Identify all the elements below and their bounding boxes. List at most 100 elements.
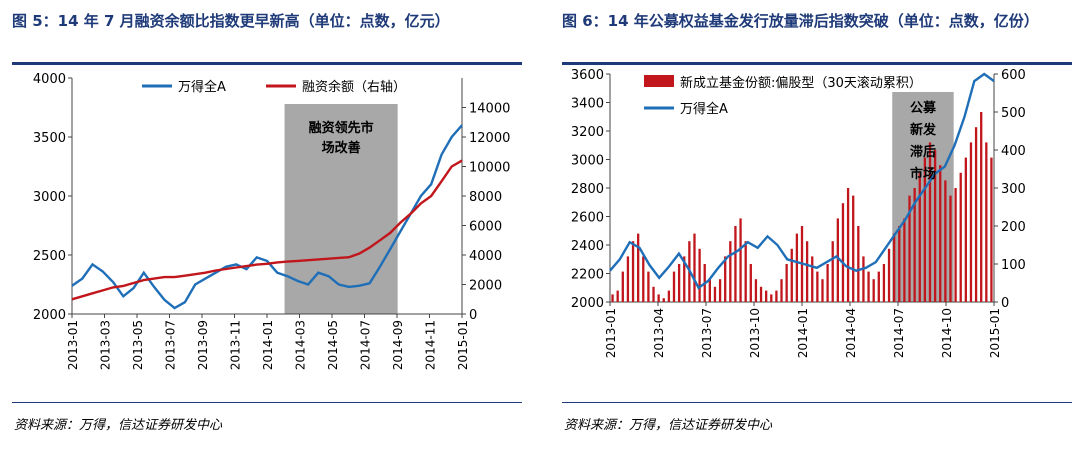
series-line xyxy=(71,124,463,310)
x-tick-label: 2013-07 xyxy=(164,320,178,370)
bar xyxy=(780,279,783,302)
bar xyxy=(862,256,865,302)
bar xyxy=(877,271,880,302)
y-tick-label-right: 12000 xyxy=(469,131,510,146)
x-tick-label: 2014-09 xyxy=(391,320,405,370)
x-tick-label: 2013-11 xyxy=(229,320,243,370)
bar xyxy=(775,290,778,302)
bar xyxy=(729,241,732,302)
y-tick-label-right: 6000 xyxy=(469,220,502,235)
bar xyxy=(908,195,911,302)
y-tick-label-right: 0 xyxy=(1001,296,1009,311)
y-tick-label-right: 100 xyxy=(1001,258,1026,273)
bar xyxy=(652,286,655,302)
bar xyxy=(826,264,829,302)
bar xyxy=(841,203,845,302)
x-tick-label: 2014-05 xyxy=(326,320,340,370)
annotation-label: 公募 xyxy=(910,100,937,116)
bar xyxy=(683,256,686,302)
bar xyxy=(749,264,752,302)
bar xyxy=(974,127,978,302)
x-tick-label: 2013-09 xyxy=(196,320,210,370)
y-tick-label-left: 3600 xyxy=(571,68,604,83)
y-tick-label-left: 2400 xyxy=(571,239,604,254)
bar xyxy=(616,290,619,302)
bar xyxy=(893,233,896,302)
annotation-label: 融资领先市 xyxy=(309,120,374,136)
bar xyxy=(637,233,640,302)
title-rule xyxy=(562,62,1072,65)
bar xyxy=(933,150,937,302)
annotation-region xyxy=(284,104,398,314)
title-rule xyxy=(12,62,522,65)
x-tick-label: 2014-04 xyxy=(844,308,858,358)
y-tick-label-left: 3500 xyxy=(33,131,66,146)
x-tick-label: 2013-04 xyxy=(652,308,666,358)
chart-panel-2: 图 6：14 年公募权益基金发行放量滞后指数突破（单位：点数，亿份） 2000 2… xyxy=(552,0,1080,442)
bar xyxy=(836,218,839,302)
bottom-rule xyxy=(562,402,1072,403)
y-tick-label-right: 300 xyxy=(1001,182,1026,197)
y-tick-label-right: 4000 xyxy=(469,249,502,264)
legend-label: 万得全A xyxy=(178,79,226,95)
x-tick-label: 2015-01 xyxy=(456,320,470,370)
bar xyxy=(918,172,921,302)
legend-label: 万得全A xyxy=(680,101,728,117)
y-tick-label-left: 2000 xyxy=(33,308,66,323)
bar xyxy=(770,294,773,302)
x-tick-label: 2013-01 xyxy=(604,308,618,358)
bar xyxy=(754,279,758,302)
x-tick-label: 2013-05 xyxy=(131,320,145,370)
bar xyxy=(954,188,957,302)
x-tick-label: 2015-01 xyxy=(988,308,1002,358)
bar xyxy=(621,271,624,302)
chart-title: 图 5：14 年 7 月融资余额比指数更早新高（单位：点数，亿元） xyxy=(12,12,450,30)
bar xyxy=(677,264,681,302)
bar xyxy=(795,233,799,302)
bar xyxy=(667,290,671,302)
bar xyxy=(903,218,906,302)
bar xyxy=(928,142,932,302)
bar xyxy=(672,271,676,302)
y-tick-label-left: 3400 xyxy=(571,97,604,112)
bottom-rule xyxy=(12,402,522,403)
annotation-region xyxy=(892,92,954,302)
bar xyxy=(969,142,973,302)
bar xyxy=(642,256,645,302)
y-tick-label-left: 2200 xyxy=(571,268,604,283)
bar xyxy=(713,286,717,302)
bar xyxy=(898,226,901,302)
bar xyxy=(718,279,722,302)
chart-title: 图 6：14 年公募权益基金发行放量滞后指数突破（单位：点数，亿份） xyxy=(562,12,1039,30)
y-tick-label-right: 10000 xyxy=(469,161,510,176)
x-tick-label: 2014-11 xyxy=(424,320,438,370)
legend-label: 新成立基金份额:偏股型（30天滚动累积） xyxy=(680,75,922,91)
x-tick-label: 2013-03 xyxy=(99,320,113,370)
bar xyxy=(990,157,993,302)
source-note: 资料来源：万得，信达证券研发中心 xyxy=(14,418,223,433)
y-tick-label-right: 600 xyxy=(1001,68,1026,83)
bar xyxy=(913,188,916,302)
bar xyxy=(631,241,635,302)
legend-label: 融资余额（右轴） xyxy=(302,79,406,95)
bar xyxy=(662,298,665,302)
x-tick-label: 2014-03 xyxy=(294,320,308,370)
chart-1: 2000 2500 3000 3500 4000 0 2000 4000 6000 8000 100… xyxy=(33,72,510,370)
bar xyxy=(831,241,834,302)
bar xyxy=(626,256,630,302)
chart-panel-1: 图 5：14 年 7 月融资余额比指数更早新高（单位：点数，亿元） 2000 25… xyxy=(2,0,532,442)
bar xyxy=(693,233,696,302)
bar xyxy=(985,142,988,302)
x-tick-label: 2013-10 xyxy=(748,308,762,358)
series-line xyxy=(609,72,995,290)
x-tick-label: 2014-01 xyxy=(796,308,810,358)
bar xyxy=(964,157,967,302)
annotation-label: 滞后 xyxy=(910,144,936,160)
bar xyxy=(657,294,660,302)
y-tick-label-right: 400 xyxy=(1001,144,1026,159)
bar xyxy=(611,294,614,302)
bar xyxy=(857,226,860,302)
y-tick-label-right: 0 xyxy=(469,308,477,323)
y-tick-label-left: 2000 xyxy=(571,296,604,311)
bar xyxy=(734,226,737,302)
